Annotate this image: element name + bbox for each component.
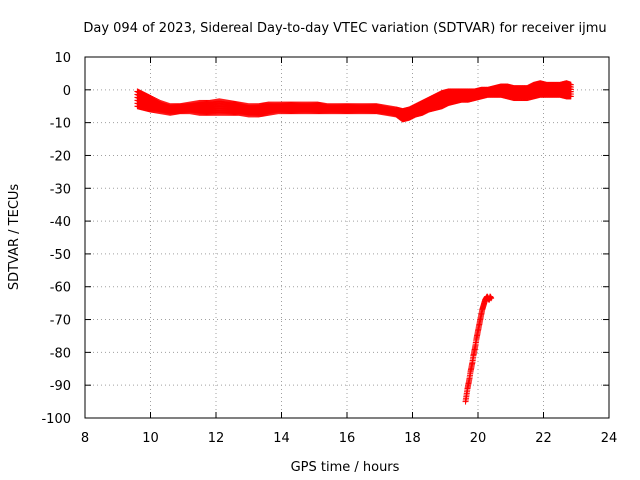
y-tick-label: -50	[50, 248, 71, 263]
y-tick-label: -70	[50, 314, 71, 329]
band-series	[134, 80, 574, 123]
y-tick-label: 0	[63, 84, 71, 99]
x-tick-label: 18	[404, 431, 421, 446]
x-axis-ticks: 8 10 12 14 16 18 20 22 24	[81, 57, 617, 446]
x-tick-label: 12	[208, 431, 225, 446]
y-tick-label: 10	[54, 51, 71, 66]
x-tick-label: 10	[142, 431, 159, 446]
y-axis-label: SDTVAR / TECUs	[7, 184, 22, 291]
x-tick-label: 8	[81, 431, 89, 446]
x-axis-label: GPS time / hours	[291, 460, 400, 475]
y-tick-label: -60	[50, 281, 71, 296]
y-tick-label: -20	[50, 149, 71, 164]
plot-marks	[134, 80, 574, 405]
y-tick-label: -40	[50, 215, 71, 230]
y-tick-label: -100	[41, 412, 71, 427]
y-tick-label: -80	[50, 346, 71, 361]
y-tick-label: -10	[50, 117, 71, 132]
x-tick-label: 16	[339, 431, 356, 446]
y-tick-label: -30	[50, 182, 71, 197]
x-tick-label: 14	[273, 431, 290, 446]
chart-title: Day 094 of 2023, Sidereal Day-to-day VTE…	[83, 21, 606, 36]
x-tick-label: 22	[535, 431, 552, 446]
x-tick-label: 24	[601, 431, 618, 446]
x-tick-label: 20	[470, 431, 487, 446]
y-tick-label: -90	[50, 379, 71, 394]
grid-lines	[85, 57, 609, 418]
